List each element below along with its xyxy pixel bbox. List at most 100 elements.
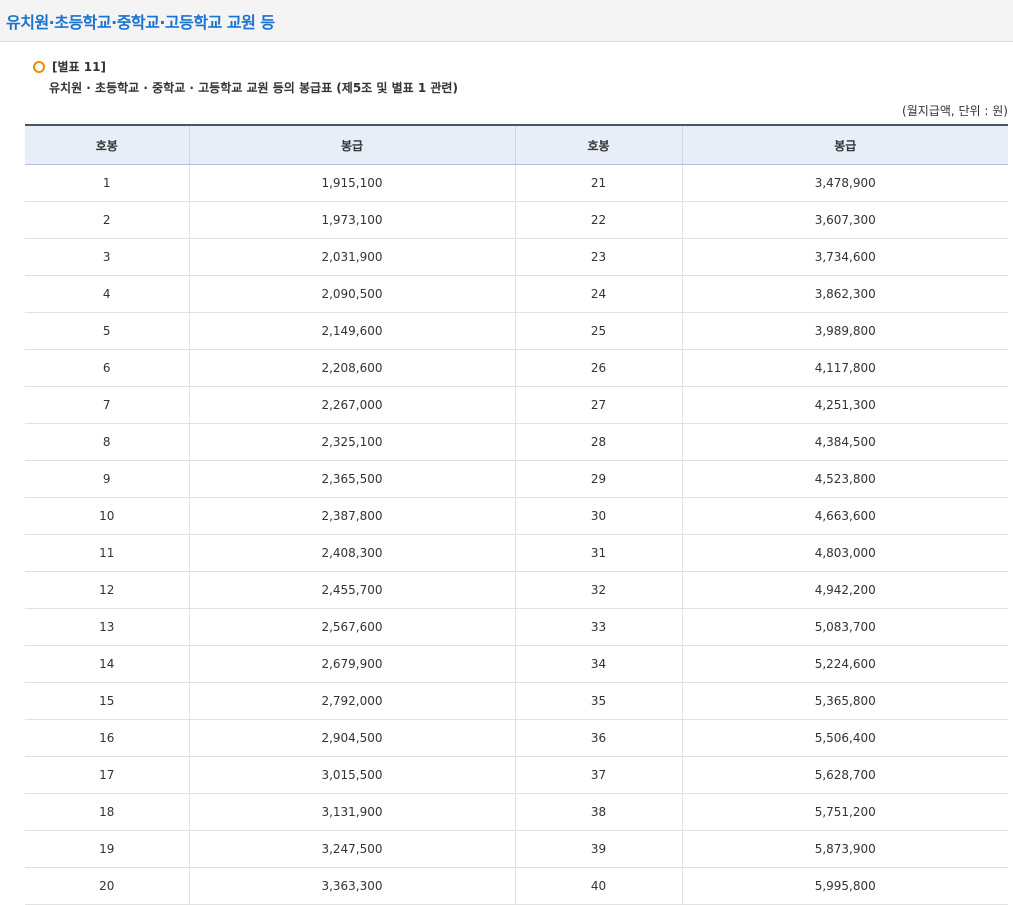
cell-grade: 9 xyxy=(25,460,189,498)
cell-grade: 21 xyxy=(514,164,682,202)
cell-salary: 2,208,600 xyxy=(188,349,515,387)
main-content: [별표 11] 유치원 · 초등학교 · 중학교 · 고등학교 교원 등의 봉급… xyxy=(0,58,1013,905)
cell-salary: 2,679,900 xyxy=(188,645,515,683)
table-row: 8 2,325,100 28 4,384,500 xyxy=(25,423,1008,461)
cell-salary: 2,904,500 xyxy=(188,719,515,757)
cell-grade: 11 xyxy=(25,534,189,572)
cell-salary: 3,862,300 xyxy=(681,275,1008,313)
table-row: 2 1,973,100 22 3,607,300 xyxy=(25,201,1008,239)
cell-grade: 22 xyxy=(514,201,682,239)
table-row: 9 2,365,500 29 4,523,800 xyxy=(25,460,1008,498)
cell-grade: 37 xyxy=(514,756,682,794)
annex-label: [별표 11] xyxy=(52,60,106,74)
cell-salary: 3,247,500 xyxy=(188,830,515,868)
cell-grade: 38 xyxy=(514,793,682,831)
cell-salary: 2,455,700 xyxy=(188,571,515,609)
cell-salary: 3,363,300 xyxy=(188,867,515,905)
cell-salary: 4,523,800 xyxy=(681,460,1008,498)
table-row: 7 2,267,000 27 4,251,300 xyxy=(25,386,1008,424)
cell-grade: 36 xyxy=(514,719,682,757)
table-row: 12 2,455,700 32 4,942,200 xyxy=(25,571,1008,609)
cell-grade: 32 xyxy=(514,571,682,609)
cell-grade: 20 xyxy=(25,867,189,905)
cell-salary: 5,873,900 xyxy=(681,830,1008,868)
cell-grade: 39 xyxy=(514,830,682,868)
cell-salary: 2,267,000 xyxy=(188,386,515,424)
table-row: 10 2,387,800 30 4,663,600 xyxy=(25,497,1008,535)
table-row: 18 3,131,900 38 5,751,200 xyxy=(25,793,1008,831)
cell-grade: 10 xyxy=(25,497,189,535)
table-row: 14 2,679,900 34 5,224,600 xyxy=(25,645,1008,683)
cell-grade: 30 xyxy=(514,497,682,535)
cell-grade: 4 xyxy=(25,275,189,313)
cell-grade: 28 xyxy=(514,423,682,461)
cell-salary: 3,607,300 xyxy=(681,201,1008,239)
cell-salary: 2,031,900 xyxy=(188,238,515,276)
cell-salary: 2,149,600 xyxy=(188,312,515,350)
table-row: 19 3,247,500 39 5,873,900 xyxy=(25,830,1008,868)
cell-salary: 3,478,900 xyxy=(681,164,1008,202)
cell-grade: 18 xyxy=(25,793,189,831)
table-row: 1 1,915,100 21 3,478,900 xyxy=(25,164,1008,202)
cell-salary: 2,792,000 xyxy=(188,682,515,720)
table-header-row: 호봉 봉급 호봉 봉급 xyxy=(25,125,1008,165)
cell-salary: 5,083,700 xyxy=(681,608,1008,646)
cell-salary: 2,567,600 xyxy=(188,608,515,646)
cell-grade: 27 xyxy=(514,386,682,424)
cell-salary: 5,365,800 xyxy=(681,682,1008,720)
cell-salary: 2,325,100 xyxy=(188,423,515,461)
cell-grade: 35 xyxy=(514,682,682,720)
cell-grade: 12 xyxy=(25,571,189,609)
cell-grade: 8 xyxy=(25,423,189,461)
cell-salary: 5,506,400 xyxy=(681,719,1008,757)
page-title: 유치원·초등학교·중학교·고등학교 교원 등 xyxy=(6,12,275,32)
cell-grade: 34 xyxy=(514,645,682,683)
table-row: 20 3,363,300 40 5,995,800 xyxy=(25,867,1008,905)
table-row: 15 2,792,000 35 5,365,800 xyxy=(25,682,1008,720)
page-header: 유치원·초등학교·중학교·고등학교 교원 등 xyxy=(0,0,1013,42)
cell-salary: 4,117,800 xyxy=(681,349,1008,387)
column-header-salary: 봉급 xyxy=(188,125,515,165)
cell-salary: 5,628,700 xyxy=(681,756,1008,794)
cell-grade: 24 xyxy=(514,275,682,313)
unit-note: (월지급액, 단위 : 원) xyxy=(902,104,1008,118)
cell-grade: 14 xyxy=(25,645,189,683)
cell-grade: 2 xyxy=(25,201,189,239)
ring-icon xyxy=(33,60,45,73)
cell-grade: 7 xyxy=(25,386,189,424)
cell-grade: 6 xyxy=(25,349,189,387)
table-row: 5 2,149,600 25 3,989,800 xyxy=(25,312,1008,350)
cell-grade: 19 xyxy=(25,830,189,868)
table-row: 4 2,090,500 24 3,862,300 xyxy=(25,275,1008,313)
cell-salary: 4,384,500 xyxy=(681,423,1008,461)
cell-salary: 3,989,800 xyxy=(681,312,1008,350)
cell-salary: 3,015,500 xyxy=(188,756,515,794)
cell-grade: 25 xyxy=(514,312,682,350)
cell-grade: 31 xyxy=(514,534,682,572)
table-row: 6 2,208,600 26 4,117,800 xyxy=(25,349,1008,387)
cell-grade: 15 xyxy=(25,682,189,720)
column-header-grade: 호봉 xyxy=(514,125,682,165)
cell-salary: 4,803,000 xyxy=(681,534,1008,572)
cell-grade: 16 xyxy=(25,719,189,757)
cell-grade: 23 xyxy=(514,238,682,276)
table-row: 16 2,904,500 36 5,506,400 xyxy=(25,719,1008,757)
cell-grade: 29 xyxy=(514,460,682,498)
cell-salary: 5,751,200 xyxy=(681,793,1008,831)
cell-salary: 5,995,800 xyxy=(681,867,1008,905)
cell-salary: 1,915,100 xyxy=(188,164,515,202)
cell-salary: 2,408,300 xyxy=(188,534,515,572)
table-row: 13 2,567,600 33 5,083,700 xyxy=(25,608,1008,646)
cell-salary: 5,224,600 xyxy=(681,645,1008,683)
cell-salary: 4,663,600 xyxy=(681,497,1008,535)
cell-grade: 1 xyxy=(25,164,189,202)
cell-salary: 4,942,200 xyxy=(681,571,1008,609)
cell-salary: 2,387,800 xyxy=(188,497,515,535)
cell-grade: 3 xyxy=(25,238,189,276)
table-row: 17 3,015,500 37 5,628,700 xyxy=(25,756,1008,794)
cell-grade: 33 xyxy=(514,608,682,646)
cell-salary: 2,090,500 xyxy=(188,275,515,313)
cell-salary: 3,131,900 xyxy=(188,793,515,831)
cell-salary: 4,251,300 xyxy=(681,386,1008,424)
cell-grade: 5 xyxy=(25,312,189,350)
